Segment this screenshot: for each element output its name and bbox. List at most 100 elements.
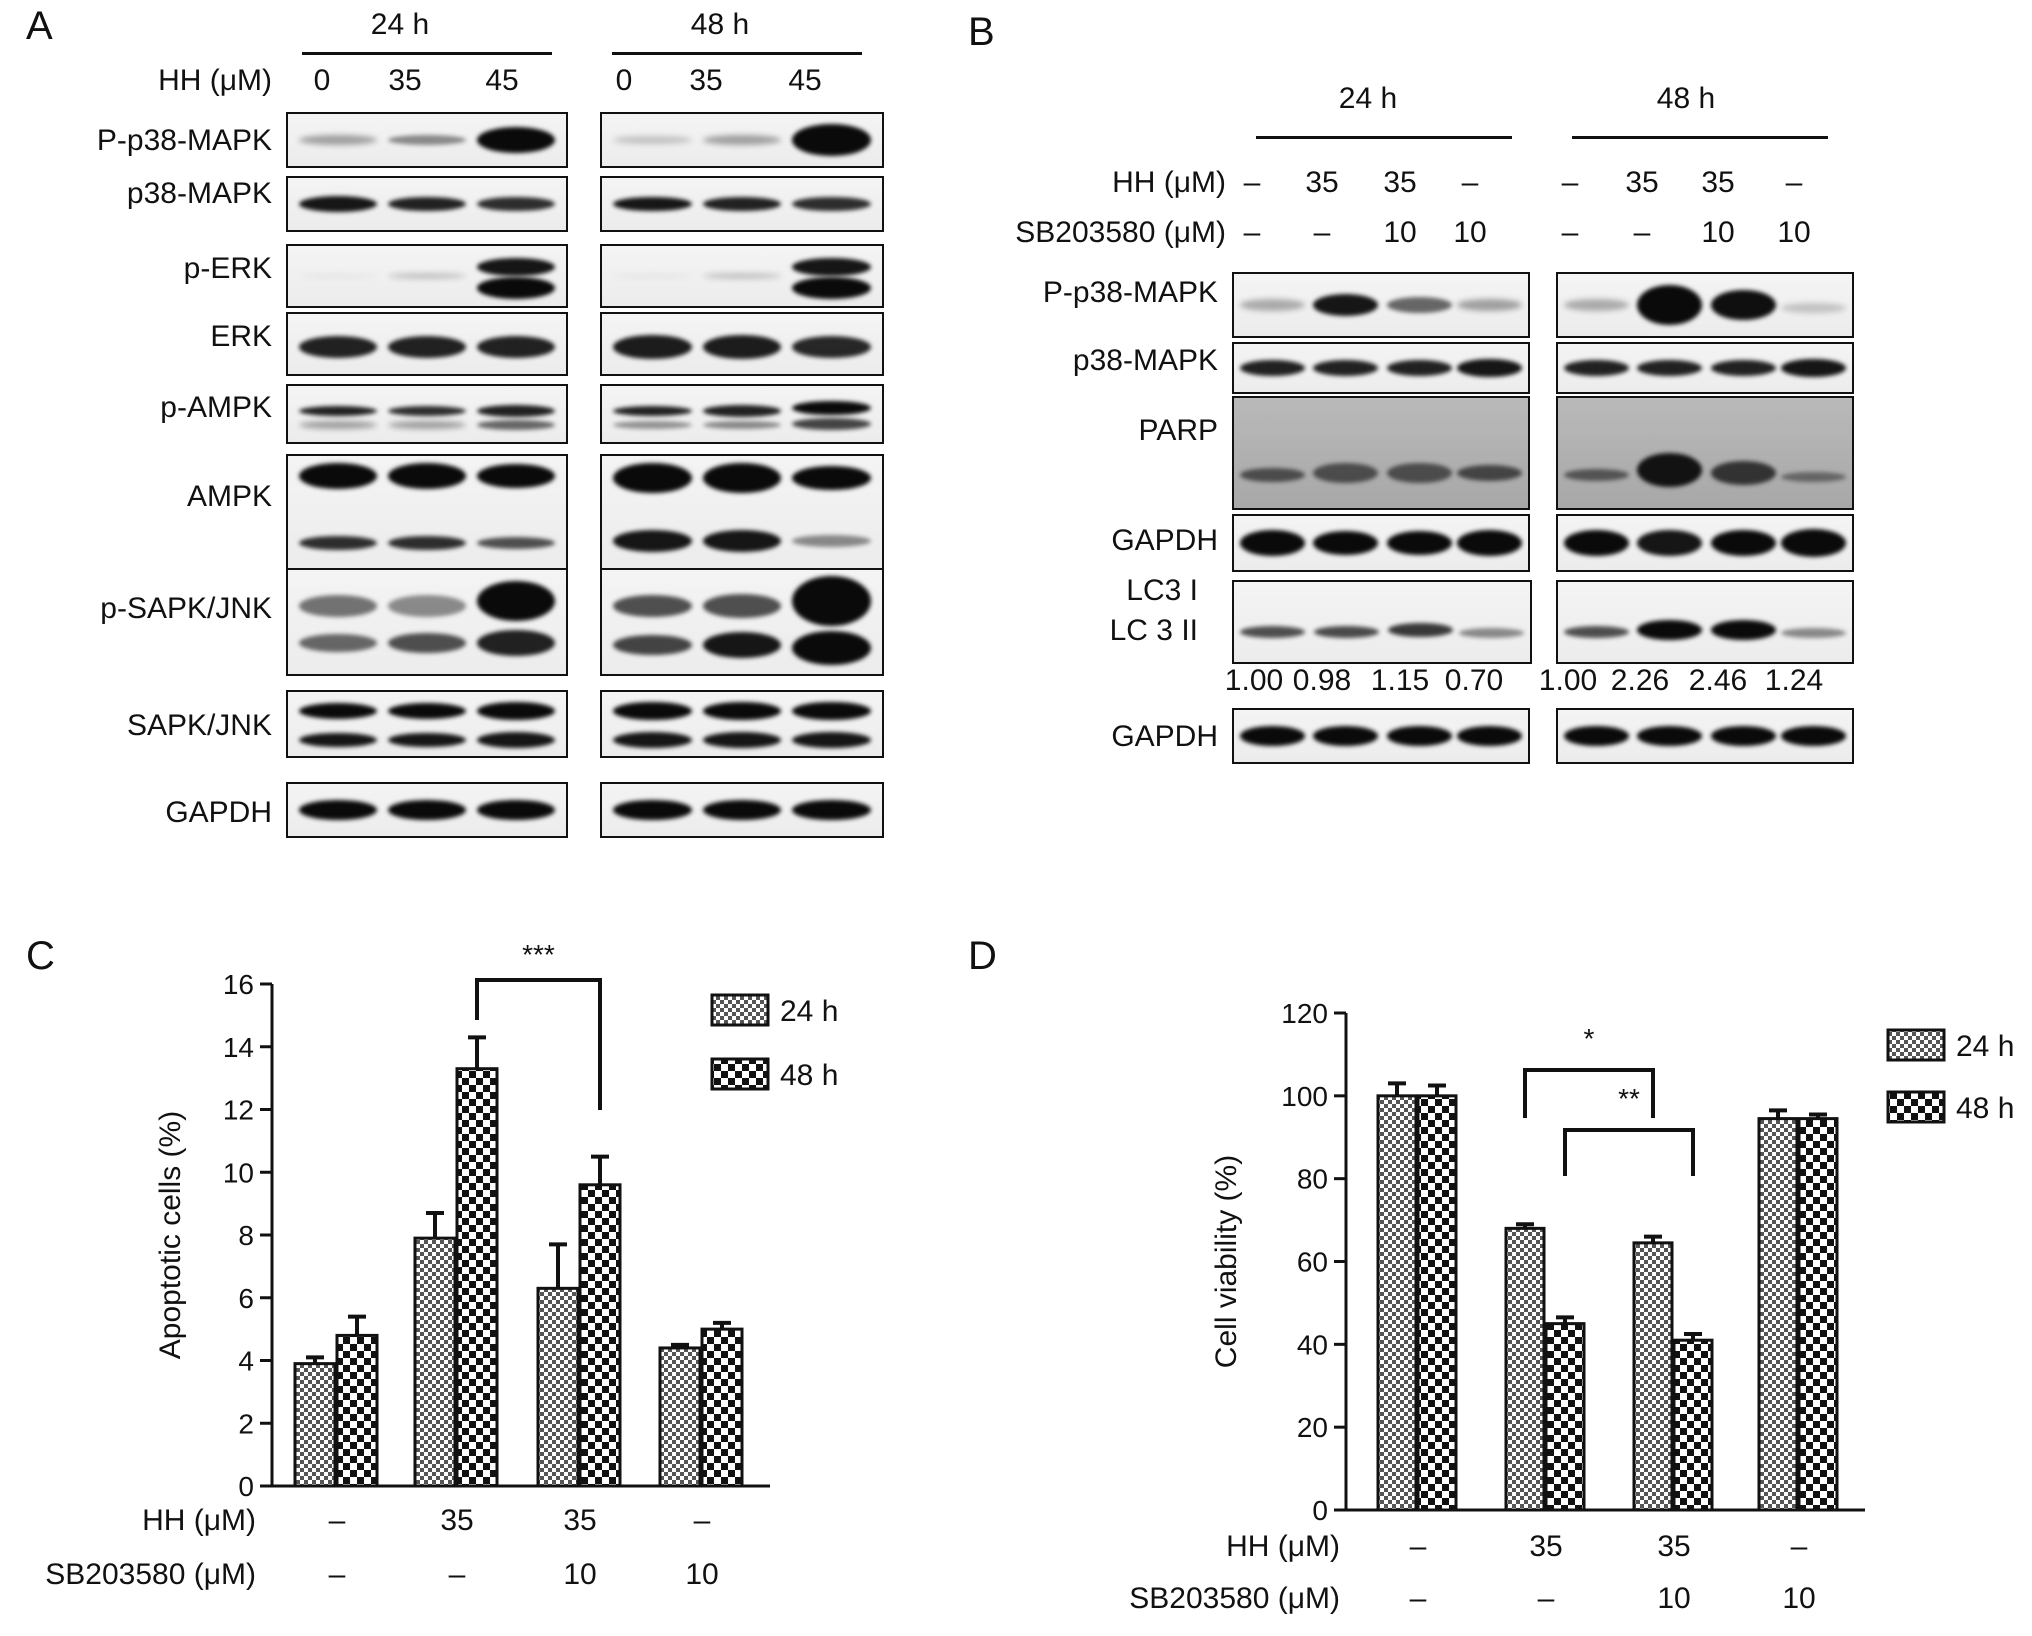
legend-label: 24 h: [780, 995, 838, 1028]
blot-band: [388, 197, 466, 211]
panel-a-dose: 45: [788, 64, 822, 97]
bar-24h: [413, 1236, 457, 1488]
blot-band: [1637, 360, 1703, 376]
panel-a-blot-l-0: [286, 112, 568, 168]
blot-band: [613, 595, 692, 618]
blot-band: [1239, 726, 1305, 746]
blot-band: [299, 421, 377, 430]
blot-band: [702, 335, 782, 359]
panel-a-time-48h: 48 h: [690, 8, 750, 41]
blot-band: [299, 595, 377, 618]
blot-band: [299, 733, 377, 747]
blot-band: [702, 631, 782, 658]
significance-bracket: [475, 978, 602, 1110]
blot-band: [1386, 726, 1452, 746]
blot-band: [1313, 462, 1379, 483]
blot-band: [1313, 726, 1379, 746]
blot-band: [702, 421, 782, 430]
panel-b-lc3-ratio: 2.26: [1610, 664, 1670, 697]
blot-band: [1239, 625, 1306, 638]
bar-24h: [1376, 1094, 1418, 1512]
bar-24h: [1757, 1117, 1799, 1512]
y-tick-label: 120: [1281, 998, 1328, 1029]
y-axis-label: Apoptotic cells (%): [154, 1111, 187, 1359]
y-axis-label: Cell viability (%): [1210, 1155, 1243, 1368]
panel-a-blot-l-2: [286, 244, 568, 308]
blot-band: [1457, 359, 1523, 377]
panel-a-blot-r-1: [600, 176, 884, 232]
legend-label: 48 h: [780, 1059, 838, 1092]
blot-band: [1239, 360, 1305, 376]
blot-band: [613, 335, 692, 359]
blot-band: [702, 405, 782, 418]
panel-b-row-label: LC3 I: [1126, 574, 1198, 607]
blot-band: [1781, 726, 1847, 746]
blot-band: [613, 800, 692, 820]
legend-swatch: [1886, 1090, 1946, 1124]
bar-24h: [293, 1362, 337, 1488]
y-tick-label: 6: [238, 1283, 254, 1314]
panel-b-row-label: GAPDH: [1111, 524, 1218, 557]
panel-a-blot-r-7: [600, 690, 884, 758]
blot-band: [1563, 530, 1629, 556]
panel-a-row-label: ERK: [210, 320, 272, 353]
blot-band: [1637, 285, 1703, 325]
blot-band: [702, 732, 782, 748]
treatment-sb-value: –: [1538, 1582, 1555, 1615]
panel-b-lc3-ratio: 1.00: [1538, 664, 1598, 697]
panel-a-blot-r-4: [600, 384, 884, 444]
blot-band: [792, 702, 871, 721]
blot-band: [792, 124, 871, 156]
panel-b-blot-l-2: [1232, 396, 1530, 510]
blot-band: [792, 535, 871, 548]
panel-b-hh-value: –: [1785, 166, 1803, 199]
panel-a-blot-r-5: [600, 454, 884, 570]
panel-b-hh-value: 35: [1625, 166, 1659, 199]
treatment-row-label: SB203580 (μM): [45, 1558, 256, 1591]
panel-a-blot-r-8: [600, 782, 884, 838]
blot-band: [299, 463, 377, 490]
panel-a-blot-r-6: [600, 568, 884, 676]
treatment-hh-value: –: [1410, 1530, 1427, 1563]
blot-band: [792, 576, 871, 627]
panel-b-hh-value: –: [1243, 166, 1261, 199]
bar-48h: [700, 1327, 744, 1488]
panel-b-sb-value: –: [1633, 216, 1651, 249]
y-tick-label: 80: [1297, 1164, 1328, 1195]
panel-b-blot-l-5: [1232, 708, 1530, 764]
bar-48h: [335, 1333, 379, 1488]
panel-a-row-label: p38-MAPK: [126, 177, 272, 210]
blot-band: [388, 800, 466, 820]
panel-a-blot-l-5: [286, 454, 568, 570]
treatment-sb-value: 10: [1657, 1582, 1690, 1615]
y-tick-label: 0: [238, 1471, 254, 1502]
blot-band: [792, 418, 871, 431]
blot-band: [613, 197, 692, 211]
treatment-sb-value: –: [329, 1558, 346, 1591]
bar-48h: [1672, 1338, 1714, 1512]
blot-band: [388, 536, 466, 551]
panel-b-row-label: PARP: [1138, 414, 1218, 447]
blot-band: [388, 595, 466, 618]
panel-a-row-label: GAPDH: [165, 796, 272, 829]
blot-band: [1386, 360, 1452, 376]
blot-band: [1710, 290, 1776, 320]
blot-band: [1239, 530, 1305, 556]
treatment-hh-value: –: [1791, 1530, 1808, 1563]
panel-b-blot-r-0: [1556, 272, 1854, 338]
bar-48h: [1416, 1094, 1458, 1512]
significance-label: **: [1618, 1083, 1640, 1114]
treatment-row-label: HH (μM): [142, 1504, 256, 1537]
blot-band: [792, 197, 871, 211]
panel-b-row-label: P-p38-MAPK: [1042, 276, 1218, 309]
blot-band: [477, 537, 555, 550]
blot-band: [1637, 452, 1703, 487]
blot-band: [1313, 531, 1379, 555]
panel-a-blot-l-7: [286, 690, 568, 758]
blot-band: [477, 127, 555, 153]
treatment-row-label: HH (μM): [1226, 1530, 1340, 1563]
panel-b-blot-r-4: [1556, 580, 1854, 664]
panel-a-row-label: p-AMPK: [160, 391, 272, 424]
blot-band: [299, 633, 377, 652]
